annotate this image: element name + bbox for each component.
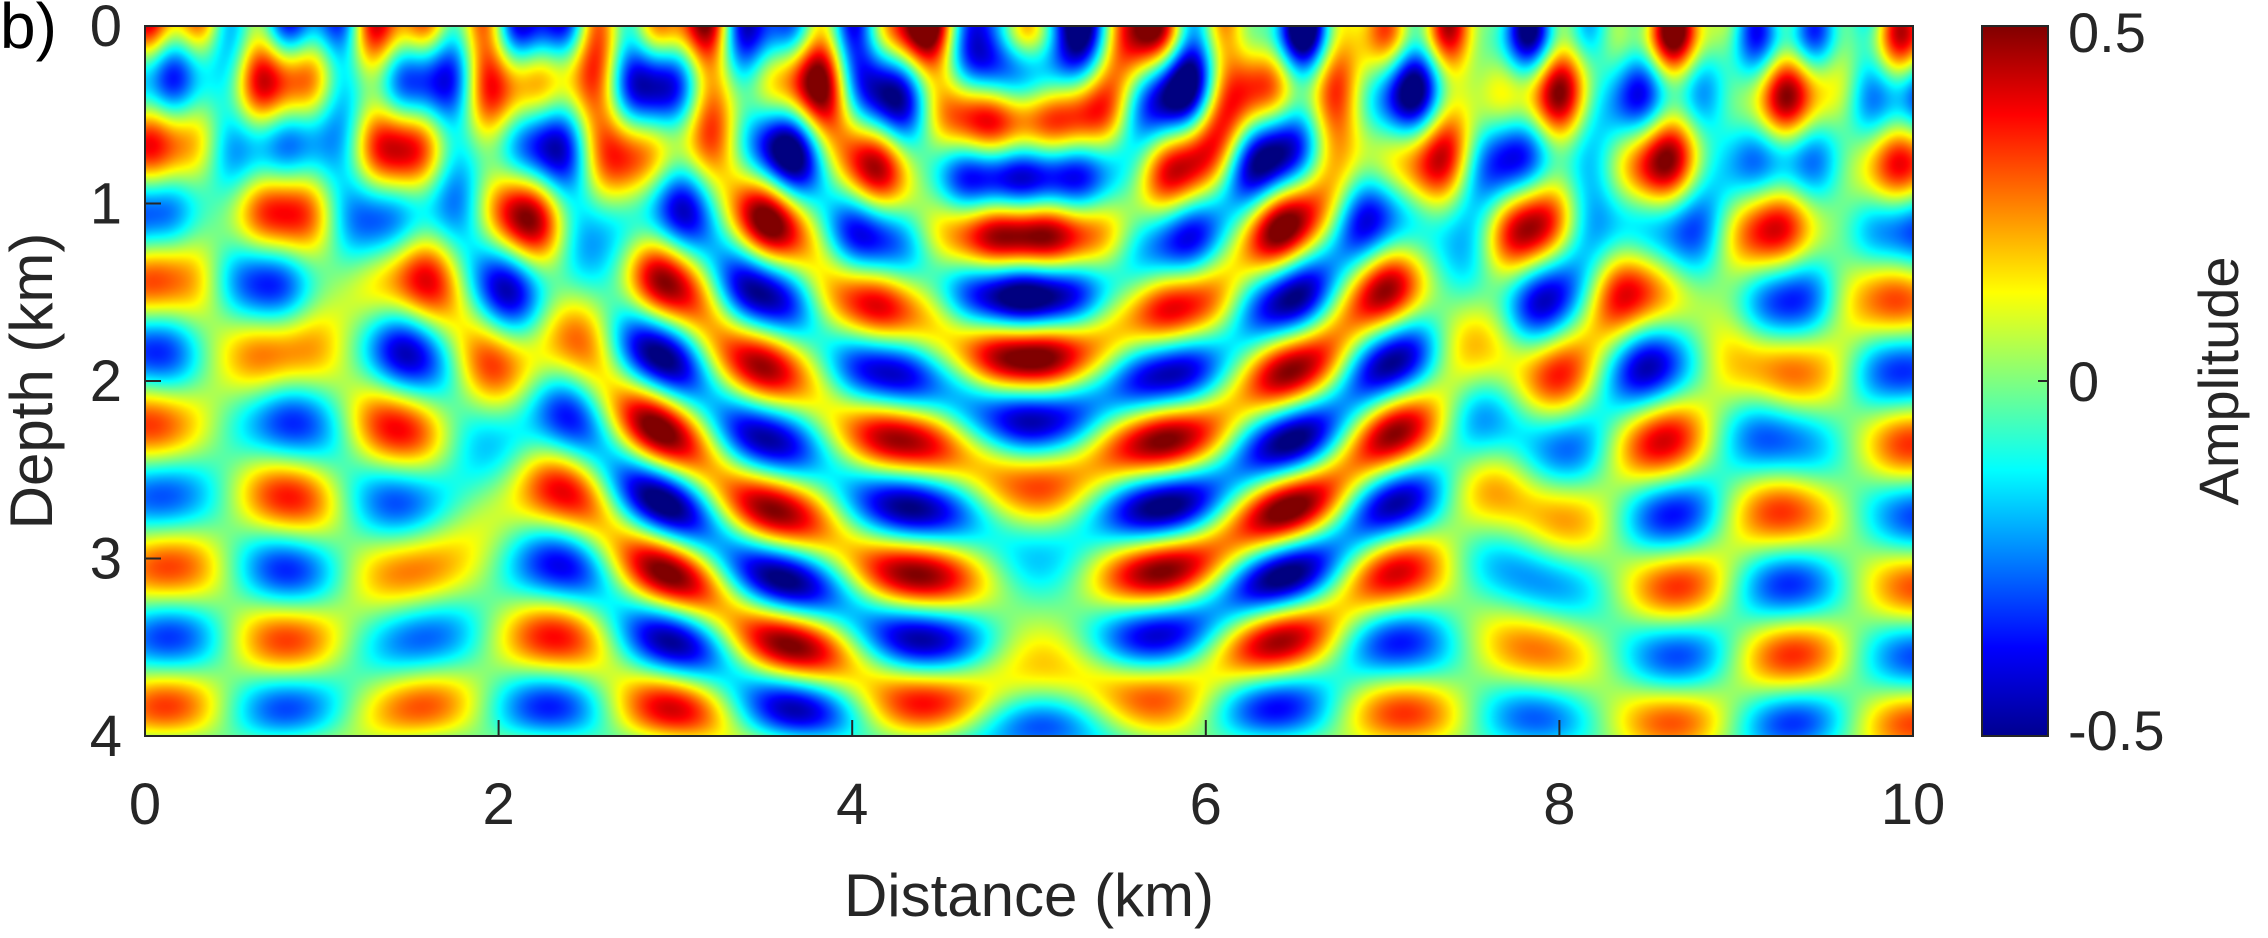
x-tick-label: 2 [482,772,514,837]
x-axis-label: Distance (km) [844,862,1214,929]
x-axis: 0 2 4 6 8 10 [129,720,1945,837]
colorbar-label: Amplitude [2187,256,2250,505]
x-tick-label: 4 [836,772,868,837]
colorbar-tick-label: 0 [2068,350,2099,413]
y-tick-label: 3 [90,527,122,592]
colorbar-gradient [1981,25,2049,737]
y-tick-label: 1 [90,172,122,237]
y-tick-label: 2 [90,349,122,414]
y-tick-label: 4 [90,704,122,769]
colorbar-ticks: 0.5 0 -0.5 [2038,1,2165,762]
y-axis-label: Depth (km) [0,233,65,530]
plot-area [144,25,1914,737]
x-tick-label: 8 [1543,772,1575,837]
wavefield-heatmap [145,26,1913,736]
y-axis: 0 1 2 3 4 [90,0,161,769]
x-tick-label: 6 [1190,772,1222,837]
y-tick-label: 0 [90,0,122,59]
panel-label: b) [0,0,57,62]
colorbar-tick-label: -0.5 [2068,699,2165,762]
colorbar: 0.5 0 -0.5 Amplitude [1981,1,2250,762]
x-tick-label: 0 [129,772,161,837]
colorbar-tick-label: 0.5 [2068,1,2146,64]
x-tick-label: 10 [1881,772,1946,837]
